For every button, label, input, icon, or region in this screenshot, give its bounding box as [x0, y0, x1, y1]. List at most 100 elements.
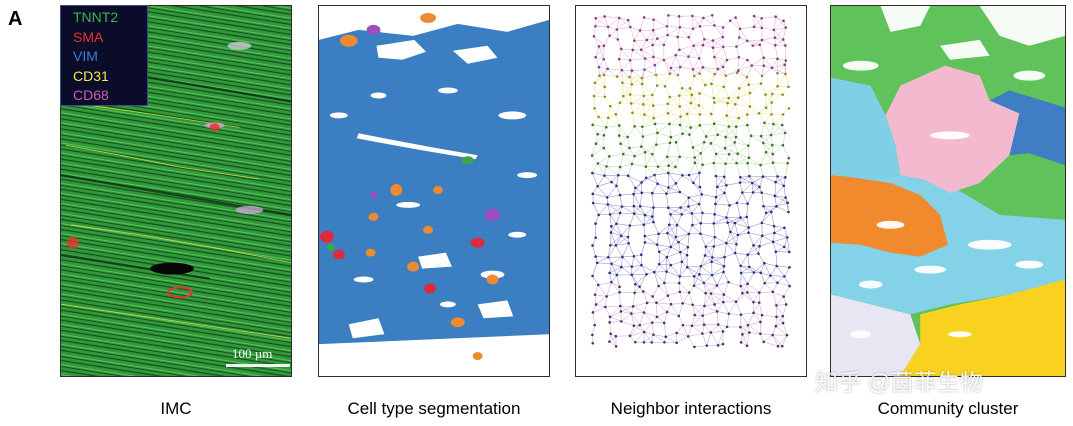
graph-edge	[682, 324, 692, 327]
graph-edge	[738, 117, 748, 126]
graph-node	[617, 57, 621, 61]
graph-edge	[691, 213, 701, 224]
graph-edge	[606, 166, 619, 176]
graph-edge	[747, 324, 761, 334]
graph-node	[614, 345, 618, 348]
graph-edge	[598, 284, 607, 297]
graph-edge	[594, 75, 600, 83]
graph-node	[681, 173, 684, 177]
graph-edge	[702, 40, 714, 46]
graph-edge	[634, 213, 644, 225]
graph-edge	[736, 234, 739, 245]
graph-edge	[747, 312, 754, 326]
graph-edge	[772, 162, 778, 177]
graph-edge	[716, 311, 719, 325]
graph-node	[716, 67, 720, 71]
graph-edge	[595, 143, 604, 149]
graph-edge	[703, 274, 713, 284]
graph-node	[781, 38, 785, 41]
graph-edge	[726, 115, 739, 119]
graph-edge	[598, 66, 608, 70]
graph-edge	[712, 47, 715, 58]
graph-node	[699, 232, 702, 236]
graph-edge	[723, 271, 729, 283]
graph-edge	[619, 195, 623, 207]
graph-edge	[711, 83, 715, 99]
graph-node	[704, 245, 708, 248]
graph-edge	[688, 292, 693, 305]
graph-edge	[595, 45, 605, 58]
graph-edge	[643, 312, 653, 323]
graph-edge	[728, 281, 741, 287]
graph-node	[651, 28, 655, 32]
graph-edge	[679, 116, 681, 125]
graph-node	[736, 152, 739, 155]
graph-edge	[679, 124, 690, 135]
graph-edge	[735, 136, 749, 146]
graph-edge	[616, 223, 630, 226]
graph-node	[596, 162, 600, 165]
graph-node	[722, 293, 726, 296]
graph-node	[678, 190, 682, 194]
graph-edge	[726, 205, 730, 218]
graph-edge	[664, 86, 671, 98]
graph-edge	[659, 263, 671, 266]
graph-edge	[630, 94, 644, 97]
graph-node	[641, 290, 645, 293]
graph-edge	[698, 58, 704, 68]
graph-node	[685, 265, 689, 269]
graph-edge	[609, 153, 624, 157]
graph-node	[668, 223, 671, 227]
graph-edge	[775, 316, 784, 327]
graph-edge	[736, 202, 741, 218]
graph-edge	[653, 103, 668, 106]
graph-edge	[666, 257, 672, 266]
graph-edge	[777, 73, 786, 87]
graph-node	[620, 234, 623, 238]
graph-node	[628, 58, 632, 62]
graph-edge	[759, 283, 765, 293]
graph-node	[591, 192, 595, 196]
graph-node	[679, 206, 682, 209]
graph-edge	[668, 172, 683, 176]
graph-node	[665, 310, 669, 314]
graph-node	[609, 231, 613, 234]
graph-edge	[787, 202, 789, 213]
graph-node	[764, 106, 768, 109]
graph-edge	[654, 264, 660, 273]
graph-edge	[686, 105, 700, 115]
graph-node	[594, 222, 597, 225]
graph-node	[642, 223, 646, 227]
graph-edge	[603, 59, 608, 69]
graph-edge	[632, 104, 644, 113]
graph-edge	[740, 312, 754, 315]
graph-edge	[752, 182, 760, 188]
graph-node	[594, 255, 597, 258]
graph-edge	[629, 76, 643, 85]
graph-node	[771, 333, 774, 337]
graph-edge	[738, 97, 751, 107]
graph-edge	[736, 40, 748, 47]
graph-edge	[761, 65, 765, 76]
graph-edge	[787, 237, 790, 252]
graph-node	[784, 44, 787, 47]
graph-edge	[604, 16, 609, 27]
graph-node	[669, 66, 673, 70]
graph-edge	[593, 86, 605, 97]
graph-node	[713, 213, 716, 216]
graph-node	[781, 93, 784, 96]
graph-node	[594, 142, 598, 145]
graph-edge	[765, 93, 773, 108]
graph-edge	[782, 86, 789, 95]
graph-edge	[726, 313, 730, 327]
graph-edge	[783, 177, 786, 186]
graph-edge	[657, 183, 669, 188]
graph-node	[687, 232, 691, 236]
graph-edge	[669, 66, 681, 74]
graph-edge	[761, 134, 772, 137]
graph-node	[665, 270, 668, 273]
graph-node	[633, 39, 636, 42]
graph-edge	[694, 153, 701, 163]
graph-node	[759, 332, 762, 336]
graph-node	[619, 142, 622, 146]
